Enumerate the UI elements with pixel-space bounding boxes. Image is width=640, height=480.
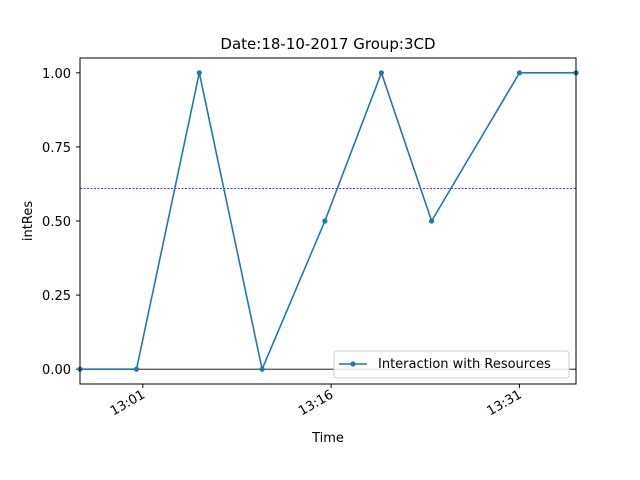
y-tick-label: 0.00 — [42, 363, 71, 378]
data-point — [196, 70, 202, 76]
plot-frame — [79, 57, 577, 385]
legend-box — [333, 350, 570, 379]
legend-point-marker — [350, 361, 356, 367]
legend: Interaction with Resources — [333, 350, 570, 379]
y-tick-label: 0.50 — [42, 215, 71, 230]
chart-title: Date:18-10-2017 Group:3CD — [220, 35, 435, 53]
y-axis-label: intRes — [21, 201, 36, 241]
data-point — [378, 70, 384, 76]
legend-label: Interaction with Resources — [378, 357, 551, 372]
data-point — [133, 366, 140, 372]
y-tick-label: 1.00 — [42, 67, 71, 82]
data-point — [259, 366, 265, 372]
data-point — [428, 218, 435, 224]
data-point — [516, 70, 523, 76]
x-axis-label: Time — [311, 431, 344, 446]
data-point — [322, 218, 328, 224]
y-tick-label: 0.25 — [42, 289, 71, 304]
y-tick-label: 0.75 — [42, 141, 71, 156]
